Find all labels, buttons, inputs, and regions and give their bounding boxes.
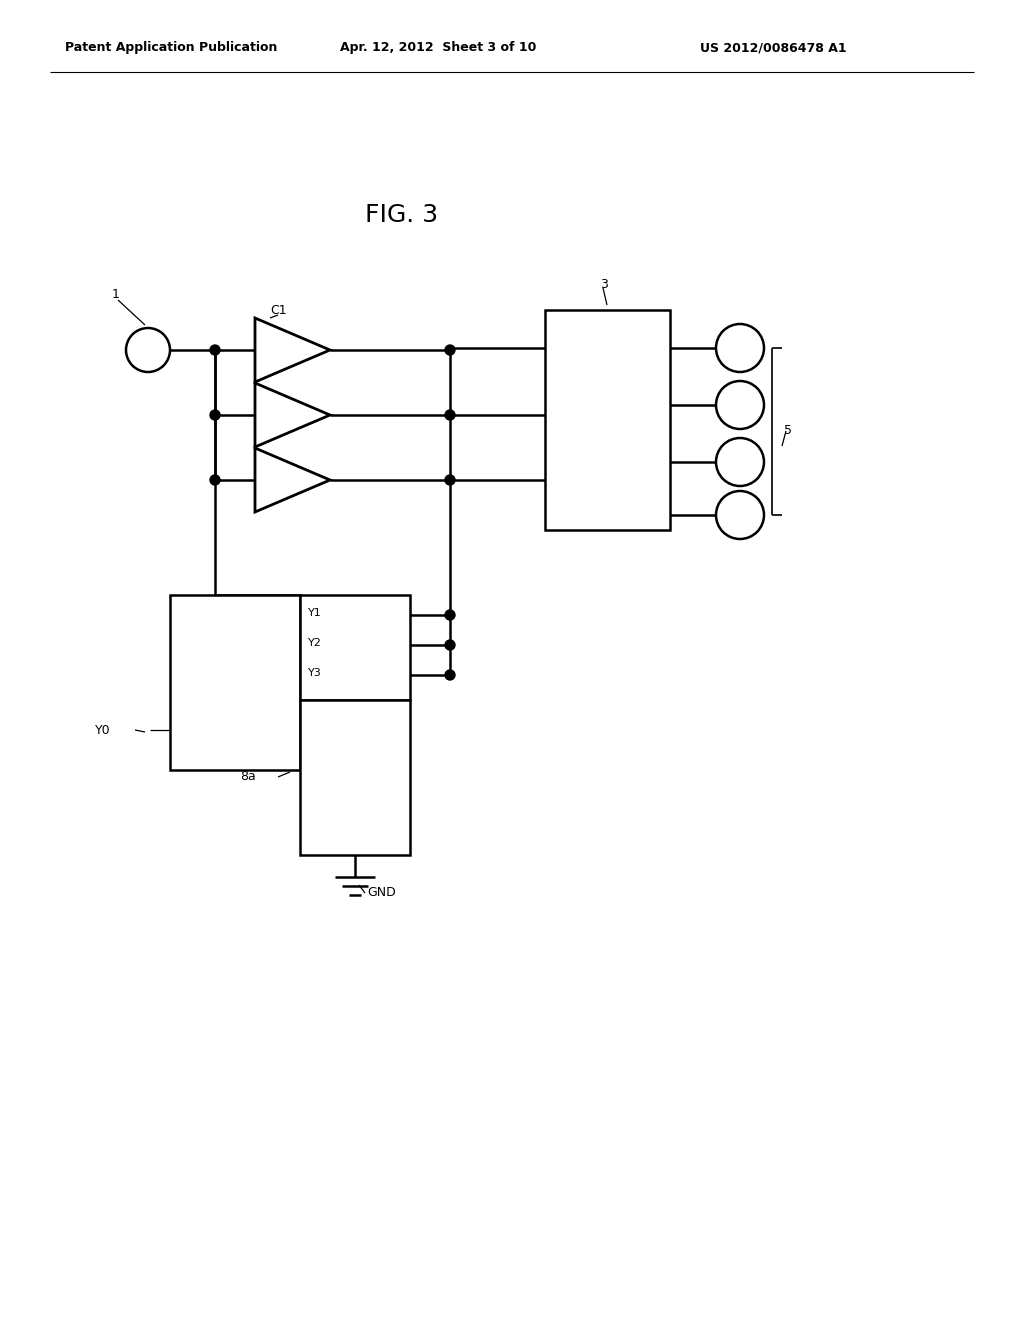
Text: 1: 1 bbox=[112, 289, 120, 301]
Text: Y3: Y3 bbox=[308, 668, 322, 678]
Circle shape bbox=[716, 491, 764, 539]
Circle shape bbox=[445, 671, 455, 680]
Text: GND: GND bbox=[367, 887, 395, 899]
Circle shape bbox=[210, 475, 220, 484]
Circle shape bbox=[126, 327, 170, 372]
Text: US 2012/0086478 A1: US 2012/0086478 A1 bbox=[700, 41, 847, 54]
Bar bbox=[545, 310, 670, 531]
Circle shape bbox=[445, 640, 455, 649]
Circle shape bbox=[716, 381, 764, 429]
Polygon shape bbox=[255, 318, 330, 381]
Circle shape bbox=[210, 345, 220, 355]
Text: Y1: Y1 bbox=[308, 609, 322, 618]
Text: C3: C3 bbox=[295, 474, 311, 487]
Circle shape bbox=[210, 411, 220, 420]
Circle shape bbox=[445, 475, 455, 484]
Text: Y2: Y2 bbox=[308, 638, 322, 648]
Circle shape bbox=[445, 411, 455, 420]
Text: Y0: Y0 bbox=[95, 723, 111, 737]
Polygon shape bbox=[255, 447, 330, 512]
Polygon shape bbox=[255, 383, 330, 447]
Text: Patent Application Publication: Patent Application Publication bbox=[65, 41, 278, 54]
Text: FIG. 3: FIG. 3 bbox=[365, 203, 438, 227]
Text: 3: 3 bbox=[600, 279, 608, 292]
Circle shape bbox=[445, 345, 455, 355]
Bar bbox=[300, 595, 410, 700]
Circle shape bbox=[716, 323, 764, 372]
Text: 8a: 8a bbox=[240, 771, 256, 784]
Bar bbox=[300, 700, 410, 855]
Text: 5: 5 bbox=[784, 425, 792, 437]
Text: C1: C1 bbox=[270, 304, 287, 317]
Circle shape bbox=[716, 438, 764, 486]
Text: Apr. 12, 2012  Sheet 3 of 10: Apr. 12, 2012 Sheet 3 of 10 bbox=[340, 41, 537, 54]
Text: C2: C2 bbox=[295, 408, 311, 421]
Bar bbox=[170, 595, 300, 770]
Circle shape bbox=[445, 610, 455, 620]
